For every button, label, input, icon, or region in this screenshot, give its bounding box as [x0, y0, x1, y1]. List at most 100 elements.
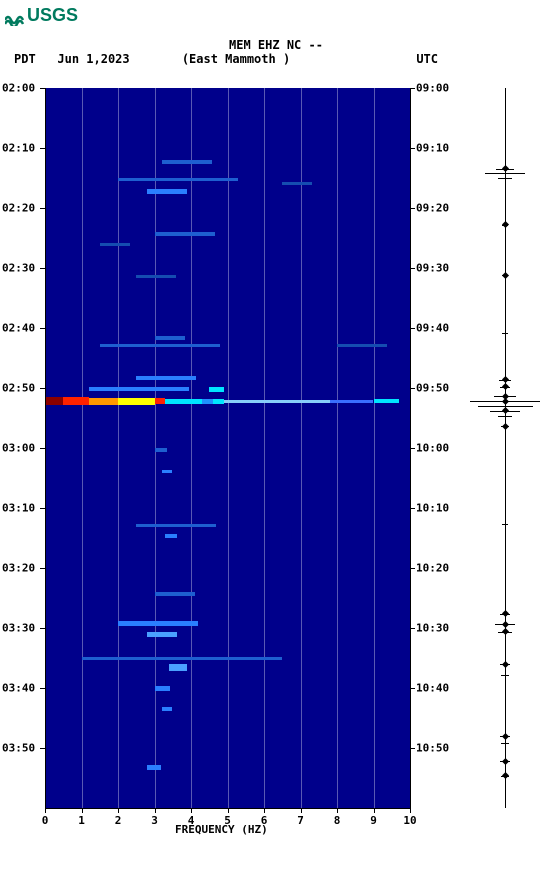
y-tick-right: 10:30 — [416, 622, 449, 635]
wave-icon — [5, 6, 25, 26]
y-tick-mark-left — [40, 328, 45, 329]
y-tick-mark-right — [410, 568, 415, 569]
seismo-marker — [502, 423, 509, 430]
x-tick — [155, 808, 156, 813]
noise-speck — [209, 387, 224, 392]
seismo-marker — [502, 610, 509, 617]
y-tick-mark-left — [40, 508, 45, 509]
noise-speck — [118, 621, 198, 626]
noise-speck — [147, 189, 187, 194]
event-band-segment — [118, 398, 155, 405]
station-code: MEM EHZ NC -- — [0, 38, 552, 52]
y-tick-left: 03:20 — [2, 562, 35, 575]
noise-speck — [282, 182, 312, 185]
seismo-axis-line — [505, 88, 506, 808]
seismo-marker — [502, 221, 509, 228]
station-name: (East Mammoth ) — [134, 52, 338, 66]
gridline-v — [374, 88, 375, 808]
y-tick-mark-right — [410, 268, 415, 269]
noise-speck — [147, 765, 161, 770]
gridline-v — [301, 88, 302, 808]
event-band-segment — [374, 399, 400, 403]
seismo-marker — [502, 383, 509, 390]
seismo-burst — [501, 675, 509, 676]
date-label: Jun 1,2023 — [57, 52, 129, 66]
noise-speck — [337, 344, 387, 347]
x-tick — [337, 808, 338, 813]
y-tick-left: 02:10 — [2, 142, 35, 155]
chart-header: MEM EHZ NC -- PDT Jun 1,2023 (East Mammo… — [0, 38, 552, 66]
x-tick — [82, 808, 83, 813]
x-tick — [301, 808, 302, 813]
x-tick-label: 2 — [115, 814, 122, 827]
seismogram-trace — [470, 88, 540, 808]
y-tick-left: 03:00 — [2, 442, 35, 455]
event-band-segment — [155, 398, 166, 404]
spectrogram — [45, 88, 410, 808]
y-tick-mark-left — [40, 628, 45, 629]
event-band-segment — [224, 400, 330, 403]
x-tick — [228, 808, 229, 813]
gridline-v — [337, 88, 338, 808]
x-tick — [118, 808, 119, 813]
y-tick-mark-right — [410, 388, 415, 389]
noise-speck — [136, 524, 216, 527]
usgs-logo: USGS — [5, 5, 78, 26]
seismo-burst — [498, 178, 512, 179]
y-tick-right: 10:20 — [416, 562, 449, 575]
y-tick-right: 09:40 — [416, 322, 449, 335]
gridline-v — [264, 88, 265, 808]
x-tick-label: 7 — [297, 814, 304, 827]
x-tick-label: 0 — [42, 814, 49, 827]
y-tick-right: 10:40 — [416, 682, 449, 695]
y-tick-mark-right — [410, 688, 415, 689]
noise-speck — [165, 534, 177, 538]
x-tick-label: 10 — [403, 814, 416, 827]
y-tick-right: 09:10 — [416, 142, 449, 155]
y-tick-mark-right — [410, 628, 415, 629]
noise-speck — [136, 376, 196, 380]
x-tick-label: 5 — [224, 814, 231, 827]
y-tick-right: 10:10 — [416, 502, 449, 515]
tz-right-label: UTC — [338, 52, 538, 66]
noise-speck — [162, 470, 172, 473]
noise-speck — [155, 592, 195, 596]
x-tick — [264, 808, 265, 813]
noise-speck — [162, 160, 212, 164]
x-tick — [410, 808, 411, 813]
y-tick-left: 02:40 — [2, 322, 35, 335]
noise-speck — [100, 344, 220, 347]
seismo-marker — [502, 621, 509, 628]
y-tick-left: 03:40 — [2, 682, 35, 695]
event-band-segment — [330, 400, 374, 403]
seismo-marker — [502, 398, 509, 405]
y-tick-mark-right — [410, 448, 415, 449]
y-tick-mark-left — [40, 448, 45, 449]
axis-left — [45, 88, 46, 808]
noise-speck — [147, 632, 177, 637]
x-tick-label: 6 — [261, 814, 268, 827]
y-tick-mark-left — [40, 388, 45, 389]
x-tick-label: 9 — [370, 814, 377, 827]
x-tick-label: 1 — [78, 814, 85, 827]
y-tick-right: 09:50 — [416, 382, 449, 395]
seismo-burst — [485, 173, 525, 174]
y-tick-mark-right — [410, 748, 415, 749]
logo-text: USGS — [27, 5, 78, 26]
y-tick-mark-right — [410, 88, 415, 89]
x-tick — [191, 808, 192, 813]
y-tick-mark-left — [40, 268, 45, 269]
seismo-marker — [502, 628, 509, 635]
y-tick-mark-left — [40, 568, 45, 569]
y-tick-left: 02:30 — [2, 262, 35, 275]
y-tick-left: 03:30 — [2, 622, 35, 635]
tz-left-label: PDT — [14, 52, 36, 66]
noise-speck — [155, 336, 185, 340]
gridline-v — [191, 88, 192, 808]
noise-speck — [162, 707, 172, 711]
y-tick-left: 03:50 — [2, 742, 35, 755]
y-tick-mark-right — [410, 508, 415, 509]
gridline-v — [228, 88, 229, 808]
x-tick-label: 3 — [151, 814, 158, 827]
y-tick-left: 02:00 — [2, 82, 35, 95]
